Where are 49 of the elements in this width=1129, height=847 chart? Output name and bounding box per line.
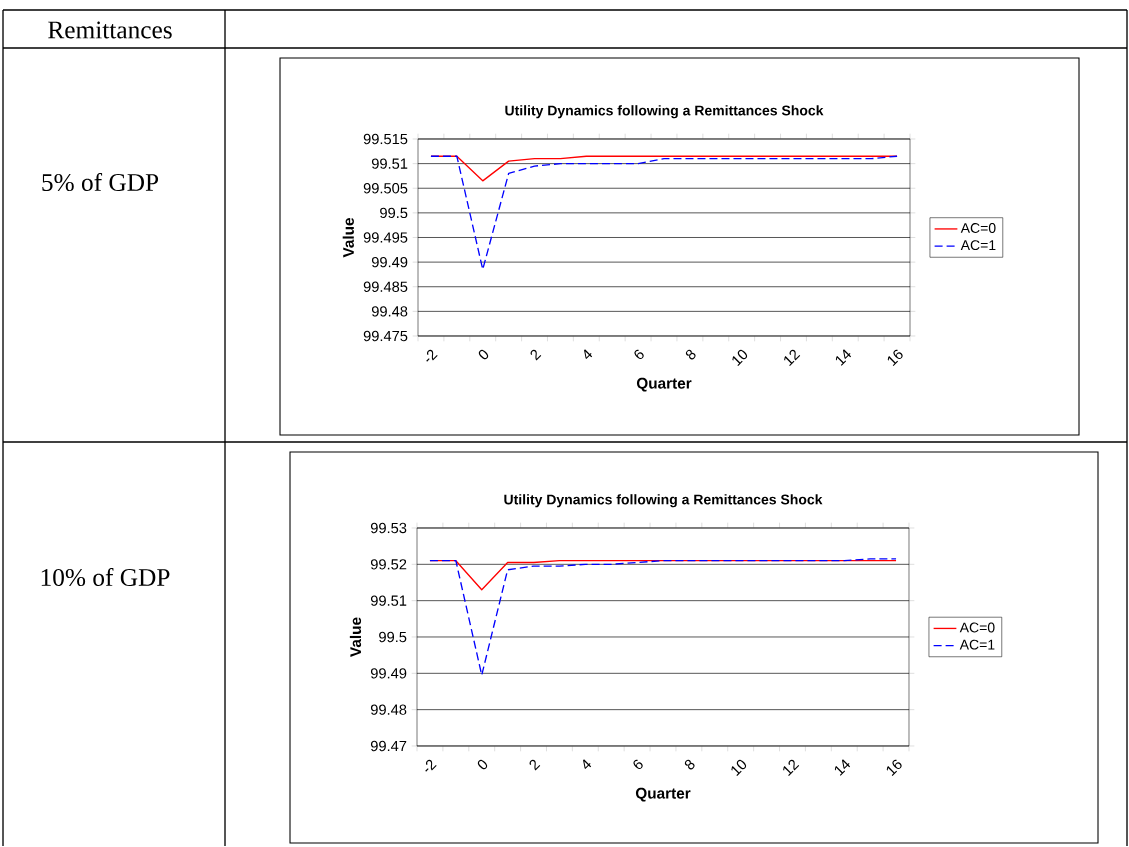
y-tick-label: 99.515 [363, 133, 408, 145]
x-tick-label: 12 [783, 759, 800, 777]
x-tick-label: 10 [731, 760, 747, 777]
y-tick-label: 99.47 [370, 740, 407, 752]
x-tick-label: 6 [634, 349, 644, 360]
y-tick-label: 99.51 [370, 595, 407, 607]
y-axis-title: Value [342, 218, 354, 258]
x-tick-label: 2 [529, 759, 541, 771]
x-tick-label: 12 [784, 349, 801, 367]
y-tick-label: 99.52 [370, 559, 407, 570]
y-tick-label: 99.48 [370, 704, 407, 716]
x-tick-label: 14 [835, 349, 852, 367]
x-tick-label: -2 [426, 349, 438, 362]
x-axis-title: Quarter [636, 378, 692, 392]
x-axis-title: Quarter [635, 788, 691, 802]
y-tick-label: 99.49 [370, 668, 407, 679]
x-tick-label: 10 [732, 350, 748, 367]
y-tick-label: 99.5 [379, 631, 407, 643]
x-tick-label: 16 [886, 759, 902, 777]
x-tick-label: 4 [584, 349, 593, 360]
x-tick-label: 0 [478, 350, 489, 360]
text: Remittances [48, 21, 172, 39]
legend-label: AC=0 [959, 622, 995, 633]
x-tick-label: 16 [887, 349, 903, 367]
y-tick-label: 99.51 [371, 158, 408, 169]
y-tick-label: 99.485 [363, 281, 408, 293]
text: 5% of GDP [42, 173, 159, 192]
y-axis-title: Value [349, 617, 362, 658]
x-tick-label: 14 [834, 759, 851, 777]
x-tick-label: 0 [477, 760, 488, 770]
y-tick-label: 99.49 [371, 257, 408, 268]
x-tick-label: 8 [684, 759, 695, 770]
legend-label: AC=1 [960, 240, 996, 251]
y-tick-label: 99.505 [363, 183, 408, 194]
y-tick-label: 99.475 [363, 330, 408, 342]
x-tick-label: 4 [583, 759, 592, 770]
text: 10% of GDP [41, 568, 170, 587]
legend-label: AC=1 [959, 639, 995, 650]
x-tick-label: 6 [633, 759, 643, 770]
y-tick-label: 99.495 [363, 232, 408, 243]
x-tick-label: -2 [425, 759, 437, 772]
y-tick-label: 99.48 [371, 306, 408, 317]
y-tick-label: 99.53 [370, 522, 407, 534]
x-tick-label: 2 [530, 349, 542, 361]
chart-title: Utility Dynamics following a Remittances Shock [505, 105, 824, 119]
y-tick-label: 99.5 [380, 207, 408, 219]
chart-title: Utility Dynamics following a Remittances Shock [504, 494, 823, 508]
legend-label: AC=0 [960, 223, 996, 234]
x-tick-label: 8 [685, 349, 696, 360]
